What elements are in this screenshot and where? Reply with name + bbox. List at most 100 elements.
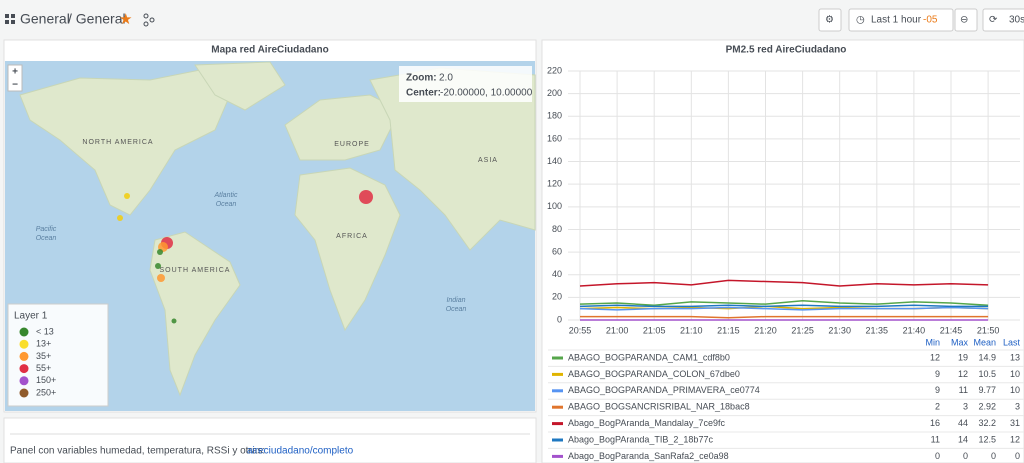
region-label: ASIA [478, 157, 498, 164]
refresh-icon: ⟳ [989, 15, 998, 26]
legend-swatch [19, 376, 29, 386]
grid-icon [5, 14, 15, 24]
table-cell: 44 [958, 418, 968, 428]
series-line [579, 300, 989, 307]
table-header: Last [1003, 337, 1021, 347]
legend-swatch [19, 327, 29, 337]
refresh-interval: 30s [1009, 15, 1024, 26]
x-tick-label: 21:40 [903, 325, 926, 335]
ocean-label: Ocean [36, 235, 57, 242]
y-tick-label: 60 [552, 246, 562, 256]
legend-swatch [19, 339, 29, 349]
text-panel [3, 417, 537, 463]
table-cell: 12 [958, 369, 968, 379]
legend-name: ABAGO_BOGPARANDA_COLON_67dbe0 [568, 369, 740, 379]
table-cell: 9 [935, 369, 940, 379]
table-header: Max [951, 337, 969, 347]
y-tick-label: 160 [547, 133, 562, 143]
region-label: EUROPE [334, 141, 370, 148]
x-tick-label: 21:30 [828, 325, 851, 335]
timezone: -05 [923, 15, 938, 26]
ocean-label: Atlantic [214, 192, 238, 199]
legend-swatch [19, 364, 29, 374]
map-info [399, 66, 532, 102]
table-cell: 0 [1015, 451, 1020, 461]
center-label: Center: [406, 88, 441, 99]
region-label: NORTH AMERICA [82, 139, 153, 146]
table-cell: 3 [963, 402, 968, 412]
table-cell: 0 [935, 451, 940, 461]
settings-button[interactable] [818, 8, 842, 32]
region-label: AFRICA [336, 233, 368, 240]
table-cell: 16 [930, 418, 940, 428]
table-cell: 10 [1010, 369, 1020, 379]
legend-item: 150+ [36, 375, 56, 385]
legend-name: ABAGO_BOGSANCRISRIBAL_NAR_18bac8 [568, 402, 750, 412]
x-tick-label: 21:35 [866, 325, 889, 335]
star[interactable]: ★ [119, 11, 132, 28]
legend-item: 250+ [36, 387, 56, 397]
zoom-value: 2.0 [439, 73, 453, 84]
y-tick-label: 0 [557, 314, 562, 324]
ocean-label: Ocean [216, 201, 237, 208]
series-line [579, 279, 989, 287]
table-cell: 12 [1010, 434, 1020, 444]
y-tick-label: 40 [552, 269, 562, 279]
zoom-out-button[interactable]: − [12, 80, 18, 91]
series-line [579, 304, 989, 308]
legend-item: 55+ [36, 363, 51, 373]
table-header: Min [925, 337, 940, 347]
legend-item: 35+ [36, 351, 51, 361]
share-icon[interactable] [143, 13, 155, 27]
series-line [580, 315, 989, 319]
panel-title: Mapa red AireCiudadano [211, 45, 328, 56]
x-tick-label: 21:00 [606, 325, 629, 335]
table-cell: 3 [1015, 402, 1020, 412]
x-tick-label: 20:55 [569, 325, 592, 335]
legend-swatch [19, 388, 29, 398]
legend-title: Layer 1 [14, 311, 48, 322]
y-tick-label: 120 [547, 179, 562, 189]
ocean-label: Indian [446, 297, 465, 304]
region-label: SOUTH AMERICA [160, 267, 231, 274]
table-cell: 32.2 [978, 418, 996, 428]
table-cell: 0 [991, 451, 996, 461]
dashboard-folder[interactable]: General [20, 11, 70, 27]
x-tick-label: 21:20 [754, 325, 777, 335]
table-cell: 14.9 [978, 352, 996, 362]
table-cell: 10.5 [978, 369, 996, 379]
center-value: -20.00000, 10.00000 [440, 88, 533, 99]
table-header: Mean [973, 337, 996, 347]
series-line [579, 306, 989, 311]
x-tick-label: 21:25 [791, 325, 814, 335]
x-tick-label: 21:05 [643, 325, 666, 335]
legend-item: 13+ [36, 339, 51, 349]
table-cell: 19 [958, 352, 968, 362]
ocean-label: Ocean [446, 306, 467, 313]
y-tick-label: 140 [547, 156, 562, 166]
table-cell: 11 [931, 434, 940, 444]
zoom-out[interactable] [954, 8, 978, 32]
zoom-control [7, 64, 23, 92]
y-tick-label: 80 [552, 224, 562, 234]
table-cell: 12.5 [978, 434, 996, 444]
time-picker[interactable] [848, 8, 954, 32]
panel-link[interactable]: aireciudadano/completo [247, 446, 354, 457]
x-tick-label: 21:15 [717, 325, 740, 335]
y-tick-label: 180 [547, 111, 562, 121]
legend-name: ABAGO_BOGPARANDA_PRIMAVERA_ce0774 [568, 385, 760, 395]
dashboard-name[interactable]: / General [68, 11, 126, 27]
table-cell: 31 [1010, 418, 1020, 428]
table-cell: 2 [935, 402, 940, 412]
zoom-icon: ⊖ [960, 15, 968, 26]
table-cell: 10 [1010, 385, 1020, 395]
y-tick-label: 220 [547, 65, 562, 75]
refresh[interactable] [982, 8, 1024, 32]
table-cell: 9.77 [978, 385, 996, 395]
zoom-in-button[interactable]: + [12, 67, 18, 78]
legend-swatch [19, 351, 29, 361]
settings-icon: ⚙ [825, 15, 834, 26]
legend-name: ABAGO_BOGPARANDA_CAM1_cdf8b0 [568, 352, 730, 362]
table-cell: 2.92 [978, 402, 996, 412]
